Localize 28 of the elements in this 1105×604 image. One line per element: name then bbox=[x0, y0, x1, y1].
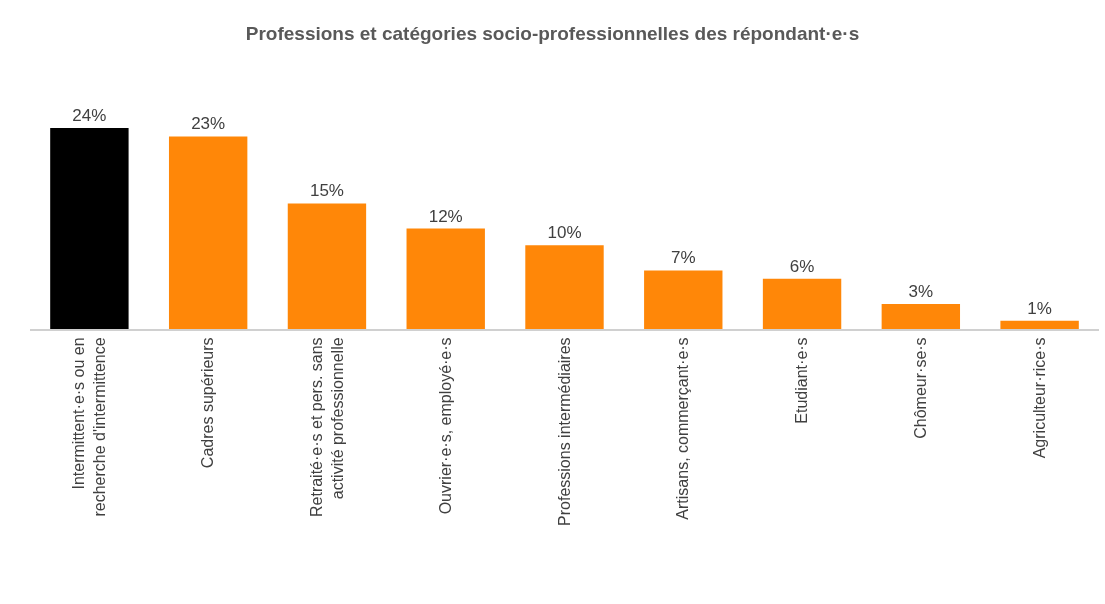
bar bbox=[525, 245, 604, 329]
x-tick-label: Agriculteur·rice·s bbox=[1030, 337, 1048, 459]
bar bbox=[1000, 320, 1079, 329]
data-label: 1% bbox=[1027, 298, 1052, 318]
bar bbox=[406, 228, 485, 329]
bar bbox=[50, 128, 129, 329]
data-label: 7% bbox=[670, 248, 696, 268]
bar bbox=[762, 278, 842, 329]
x-tick-label: Ouvrier·e·s, employé·e·s bbox=[436, 337, 454, 515]
x-tick-label: Retraité·e·s et pers. sans activité professionnelle bbox=[307, 337, 346, 518]
data-label: 6% bbox=[789, 256, 815, 276]
x-tick-label: Intermittent·e·s ou en recherche d'intermittence bbox=[70, 337, 108, 517]
bar bbox=[644, 270, 723, 329]
x-tick-label: Artisans, commerçant·e·s bbox=[674, 337, 692, 520]
x-tick-label: Professions intermédiaires bbox=[555, 337, 573, 526]
data-label: 3% bbox=[908, 281, 934, 301]
data-label: 10% bbox=[547, 223, 582, 243]
x-tick-label: Chômeur·se·s bbox=[912, 337, 930, 439]
data-label: 24% bbox=[72, 106, 107, 126]
data-label: 15% bbox=[309, 181, 344, 201]
data-label: 12% bbox=[428, 206, 463, 226]
chart-title: Professions et catégories socio-professionnelles des répondant·e·s bbox=[245, 23, 860, 45]
data-label: 23% bbox=[191, 114, 226, 134]
x-tick-label: Etudiant·e·s bbox=[793, 337, 811, 424]
bar bbox=[287, 203, 367, 329]
x-tick-label: Cadres supérieurs bbox=[199, 337, 217, 469]
bar bbox=[881, 303, 961, 329]
bar bbox=[168, 136, 248, 329]
